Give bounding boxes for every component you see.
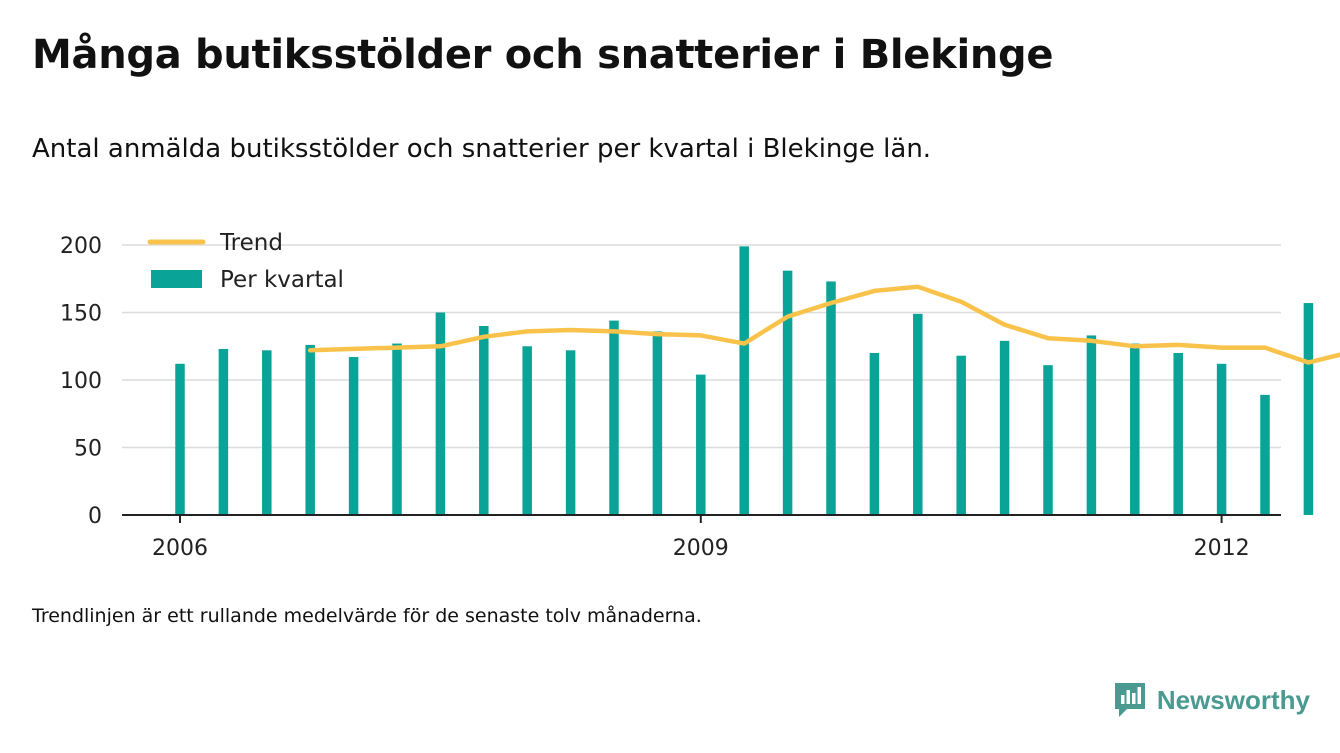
bar — [348, 357, 359, 515]
bar — [782, 270, 793, 515]
axes: 0501001502002006200920122015201820212024 — [60, 234, 1281, 561]
legend-bar-swatch — [151, 270, 202, 288]
x-tick-label: 2012 — [1194, 536, 1250, 561]
y-tick-label: 100 — [60, 369, 102, 394]
bar — [869, 353, 880, 515]
bar — [696, 374, 706, 515]
bar — [1303, 303, 1314, 515]
legend: Trend Per kvartal — [147, 230, 344, 293]
bar — [913, 313, 923, 515]
bar — [392, 343, 402, 515]
trend-series — [307, 284, 1340, 365]
bar — [739, 246, 749, 515]
bar — [1043, 365, 1053, 515]
bar — [1130, 343, 1140, 515]
bar — [609, 320, 619, 515]
x-tick-label: 2009 — [673, 536, 729, 561]
bar — [652, 331, 663, 515]
bar — [1086, 335, 1097, 515]
chart-area: 0501001502002006200920122015201820212024… — [60, 230, 1340, 561]
y-tick-label: 200 — [60, 234, 102, 259]
legend-bar-label: Per kvartal — [220, 267, 344, 293]
bar — [305, 344, 315, 515]
footnote: Trendlinjen är ett rullande medelvärde f… — [32, 605, 702, 627]
bar — [1173, 353, 1183, 515]
x-tick-label: 2006 — [152, 536, 208, 561]
bar — [956, 355, 966, 515]
newsworthy-logo-icon — [1114, 683, 1145, 717]
legend-trend-label: Trend — [219, 230, 283, 256]
bar — [262, 350, 272, 515]
trend-line — [307, 284, 1340, 365]
chart-subtitle: Antal anmälda butiksstölder och snatteri… — [32, 134, 932, 164]
bar — [479, 326, 489, 515]
bar — [1216, 363, 1227, 515]
bar — [218, 348, 229, 515]
bar — [435, 312, 446, 515]
y-tick-label: 150 — [60, 302, 102, 327]
brand-name: Newsworthy — [1156, 684, 1310, 715]
bar — [522, 346, 532, 515]
brand-logo: Newsworthy — [1113, 681, 1310, 719]
bar — [175, 363, 185, 515]
y-tick-label: 0 — [88, 504, 102, 529]
bar — [826, 281, 836, 515]
bar — [1260, 394, 1270, 515]
bar-series — [175, 246, 1314, 515]
chart-title: Många butiksstölder och snatterier i Ble… — [32, 32, 1054, 78]
bar — [999, 340, 1010, 515]
bar — [565, 350, 576, 515]
y-tick-label: 50 — [74, 437, 102, 462]
